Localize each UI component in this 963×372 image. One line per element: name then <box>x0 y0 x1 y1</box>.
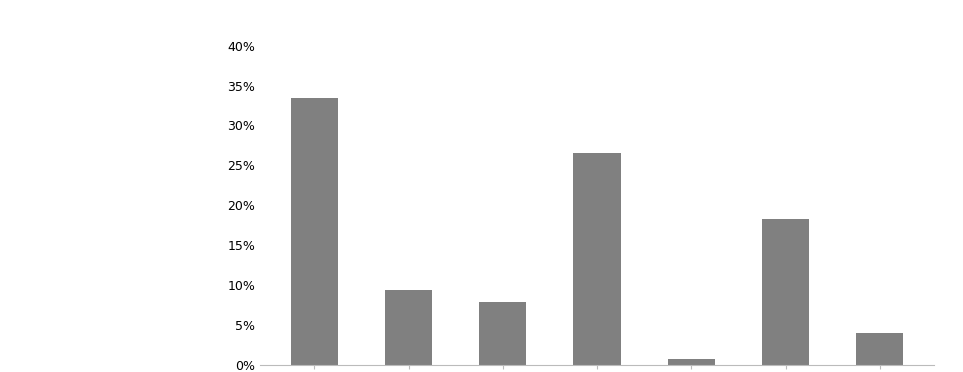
Bar <box>762 219 809 365</box>
Bar <box>291 98 338 365</box>
Bar <box>385 291 432 365</box>
Bar <box>574 153 620 365</box>
Bar <box>856 333 903 365</box>
Bar <box>667 359 715 365</box>
Bar <box>480 302 527 365</box>
